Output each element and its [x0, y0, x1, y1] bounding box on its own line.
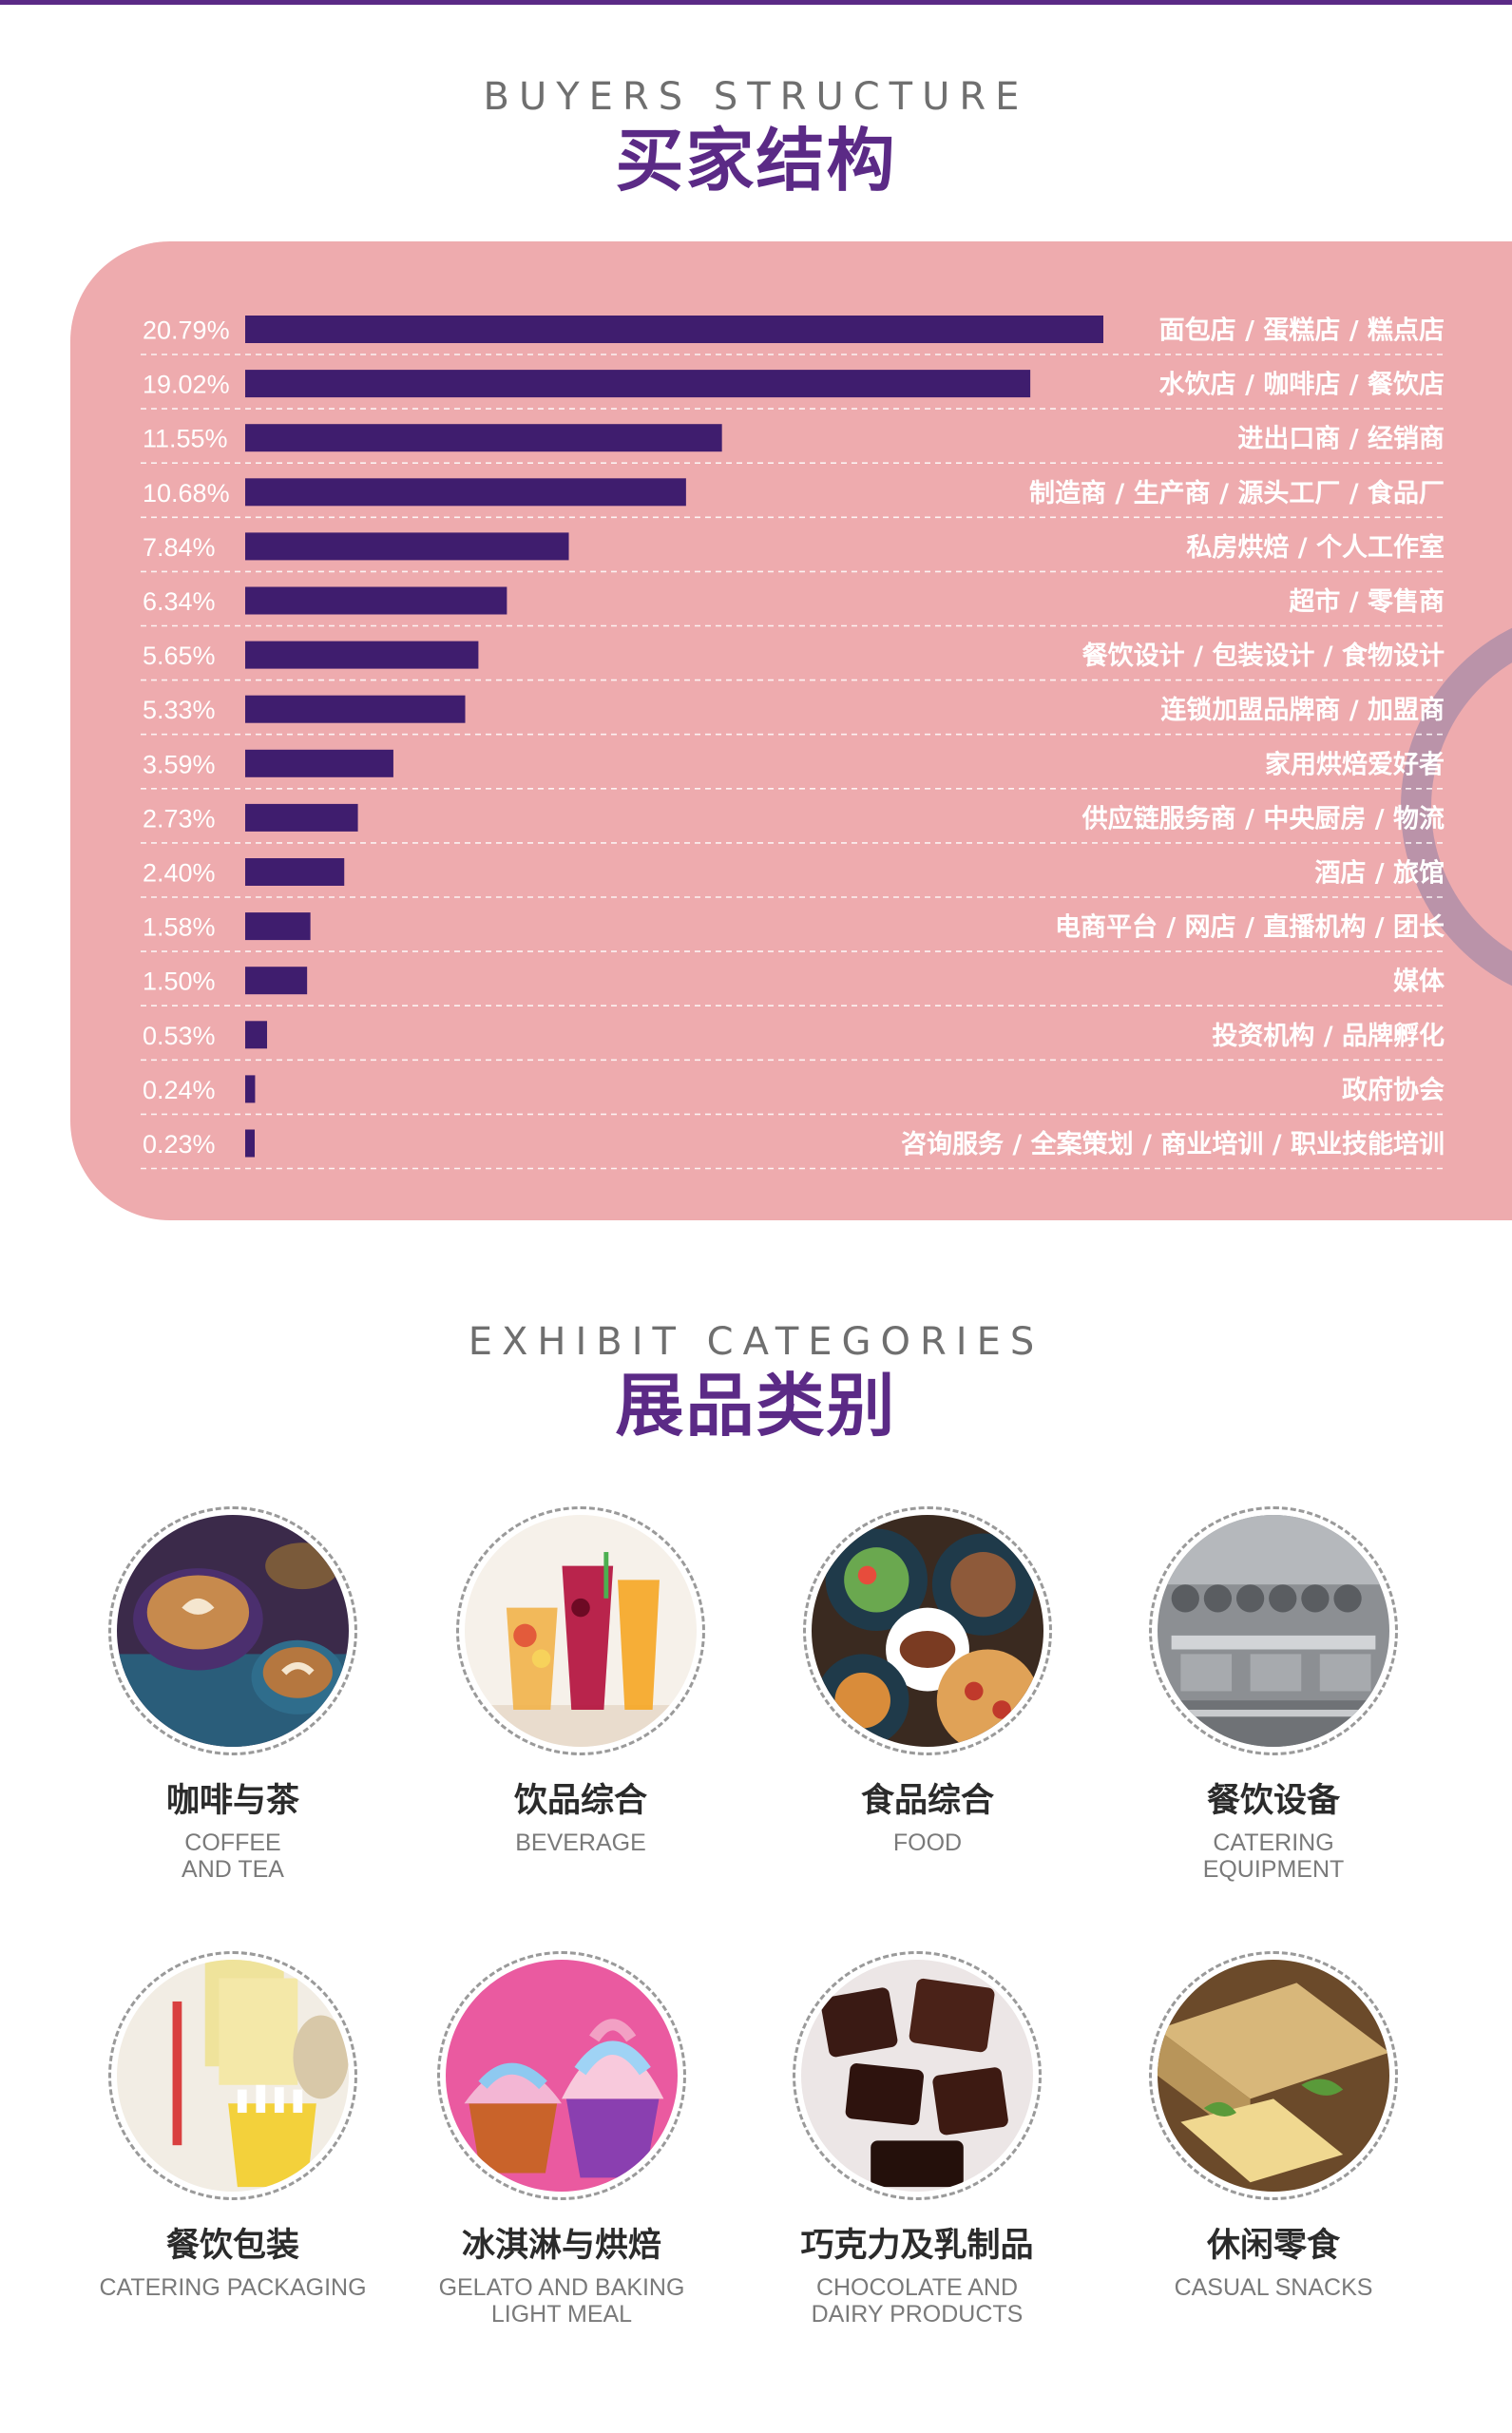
- value-label: 5.65%: [143, 642, 216, 670]
- category-label: 餐饮设计 / 包装设计 / 食物设计: [1082, 641, 1445, 671]
- bar: [245, 967, 308, 995]
- value-label: 1.50%: [143, 967, 216, 996]
- exhibit-category-grid: 咖啡与茶 COFFEE AND TEA 饮品综合 BEVERAGE: [0, 1506, 1512, 2362]
- category-zh-label: 冰淇淋与烘焙: [461, 2227, 661, 2265]
- category-label: 咨询服务 / 全案策划 / 商业培训 / 职业技能培训: [901, 1129, 1445, 1159]
- category-label: 家用烘焙爱好者: [1265, 749, 1445, 779]
- category-label: 进出口商 / 经销商: [1237, 424, 1445, 454]
- category-card-food: 食品综合 FOOD: [785, 1506, 1070, 1856]
- value-label: 7.84%: [143, 533, 216, 562]
- bar: [245, 586, 507, 615]
- bar: [245, 858, 345, 886]
- top-rule: [0, 0, 1512, 5]
- category-card-snacks: 休闲零食 CASUAL SNACKS: [1131, 1951, 1416, 2301]
- category-card-packaging: 餐饮包装 CATERING PACKAGING: [90, 1951, 375, 2301]
- category-en-label: FOOD: [892, 1830, 963, 1856]
- category-en-label: CATERING EQUIPMENT: [1202, 1830, 1345, 1883]
- value-label: 2.40%: [143, 859, 216, 888]
- buyers-heading: BUYERS STRUCTURE 买家结构: [0, 74, 1512, 201]
- exhibit-heading: EXHIBIT CATEGORIES 展品类别: [0, 1319, 1512, 1446]
- category-label: 私房烘焙 / 个人工作室: [1186, 532, 1445, 563]
- food-photo-icon: [803, 1506, 1052, 1755]
- value-label: 3.59%: [143, 750, 216, 778]
- category-zh-label: 餐饮设备: [1206, 1782, 1340, 1820]
- category-label: 投资机构 / 品牌孵化: [1212, 1021, 1445, 1051]
- bar: [245, 1021, 268, 1049]
- exhibit-title-zh: 展品类别: [615, 1366, 897, 1446]
- bar: [245, 316, 1103, 343]
- category-zh-label: 饮品综合: [513, 1782, 647, 1820]
- category-label: 水饮店 / 咖啡店 / 餐饮店: [1159, 371, 1445, 400]
- bar: [245, 424, 722, 452]
- value-label: 19.02%: [143, 371, 230, 399]
- category-zh-label: 休闲零食: [1206, 2227, 1340, 2265]
- category-label: 超市 / 零售商: [1289, 586, 1445, 617]
- category-en-label: GELATO AND BAKING LIGHT MEAL: [438, 2274, 685, 2328]
- exhibit-title-en: EXHIBIT CATEGORIES: [468, 1320, 1044, 1364]
- snacks-photo-icon: [1149, 1951, 1398, 2200]
- category-zh-label: 食品综合: [860, 1782, 994, 1820]
- bar: [245, 803, 358, 832]
- category-label: 政府协会: [1342, 1075, 1445, 1105]
- coffee-photo-icon: [108, 1506, 357, 1755]
- category-label: 连锁加盟品牌商 / 加盟商: [1160, 695, 1445, 725]
- category-label: 供应链服务商 / 中央厨房 / 物流: [1081, 803, 1445, 833]
- category-label: 酒店 / 旅馆: [1314, 858, 1445, 889]
- value-label: 0.24%: [143, 1076, 216, 1104]
- cupcake-photo-icon: [437, 1951, 686, 2200]
- bar: [245, 641, 479, 669]
- category-en-label: BEVERAGE: [515, 1830, 646, 1856]
- value-label: 2.73%: [143, 804, 216, 833]
- bar: [245, 532, 569, 561]
- equipment-photo-icon: [1149, 1506, 1398, 1755]
- category-card-equipment: 餐饮设备 CATERING EQUIPMENT: [1131, 1506, 1416, 1883]
- value-label: 0.53%: [143, 1022, 216, 1050]
- value-label: 11.55%: [143, 425, 228, 453]
- category-en-label: CATERING PACKAGING: [99, 2274, 367, 2301]
- bar: [245, 912, 311, 941]
- category-zh-label: 巧克力及乳制品: [800, 2227, 1034, 2265]
- value-label: 0.23%: [143, 1130, 216, 1159]
- buyers-title-en: BUYERS STRUCTURE: [483, 75, 1029, 119]
- category-en-label: CHOCOLATE AND DAIRY PRODUCTS: [811, 2274, 1024, 2328]
- beverage-photo-icon: [456, 1506, 705, 1755]
- packaging-photo-icon: [108, 1951, 357, 2200]
- category-label: 面包店 / 蛋糕店 / 糕点店: [1159, 316, 1445, 346]
- value-label: 10.68%: [143, 479, 230, 508]
- category-en-label: CASUAL SNACKS: [1174, 2274, 1373, 2301]
- category-card-coffee: 咖啡与茶 COFFEE AND TEA: [90, 1506, 375, 1883]
- category-card-gelato: 冰淇淋与烘焙 GELATO AND BAKING LIGHT MEAL: [419, 1951, 704, 2328]
- category-zh-label: 餐饮包装: [165, 2227, 299, 2265]
- category-card-chocolate: 巧克力及乳制品 CHOCOLATE AND DAIRY PRODUCTS: [775, 1951, 1060, 2328]
- value-label: 1.58%: [143, 913, 216, 942]
- bar: [245, 695, 466, 723]
- buyers-chart-panel: 20.79% 面包店 / 蛋糕店 / 糕点店 19.02% 水饮店 / 咖啡店 / 餐…: [70, 241, 1512, 1220]
- bar: [245, 478, 686, 507]
- bar: [245, 370, 1031, 398]
- category-label: 制造商 / 生产商 / 源头工厂 / 食品厂: [1029, 478, 1445, 508]
- category-card-beverage: 饮品综合 BEVERAGE: [438, 1506, 723, 1856]
- category-label: 电商平台 / 网店 / 直播机构 / 团长: [1055, 912, 1445, 943]
- category-en-label: COFFEE AND TEA: [182, 1830, 284, 1883]
- category-zh-label: 咖啡与茶: [165, 1782, 299, 1820]
- chocolate-photo-icon: [793, 1951, 1042, 2200]
- category-label: 媒体: [1393, 967, 1445, 997]
- value-label: 20.79%: [143, 316, 230, 345]
- bar: [245, 1075, 256, 1103]
- value-label: 6.34%: [143, 587, 216, 616]
- bar: [245, 749, 393, 777]
- buyers-title-zh: 买家结构: [615, 121, 897, 201]
- value-label: 5.33%: [143, 696, 216, 724]
- buyers-bar-chart: 20.79% 面包店 / 蛋糕店 / 糕点店 19.02% 水饮店 / 咖啡店 / 餐…: [141, 316, 1445, 1170]
- bar: [245, 1129, 255, 1158]
